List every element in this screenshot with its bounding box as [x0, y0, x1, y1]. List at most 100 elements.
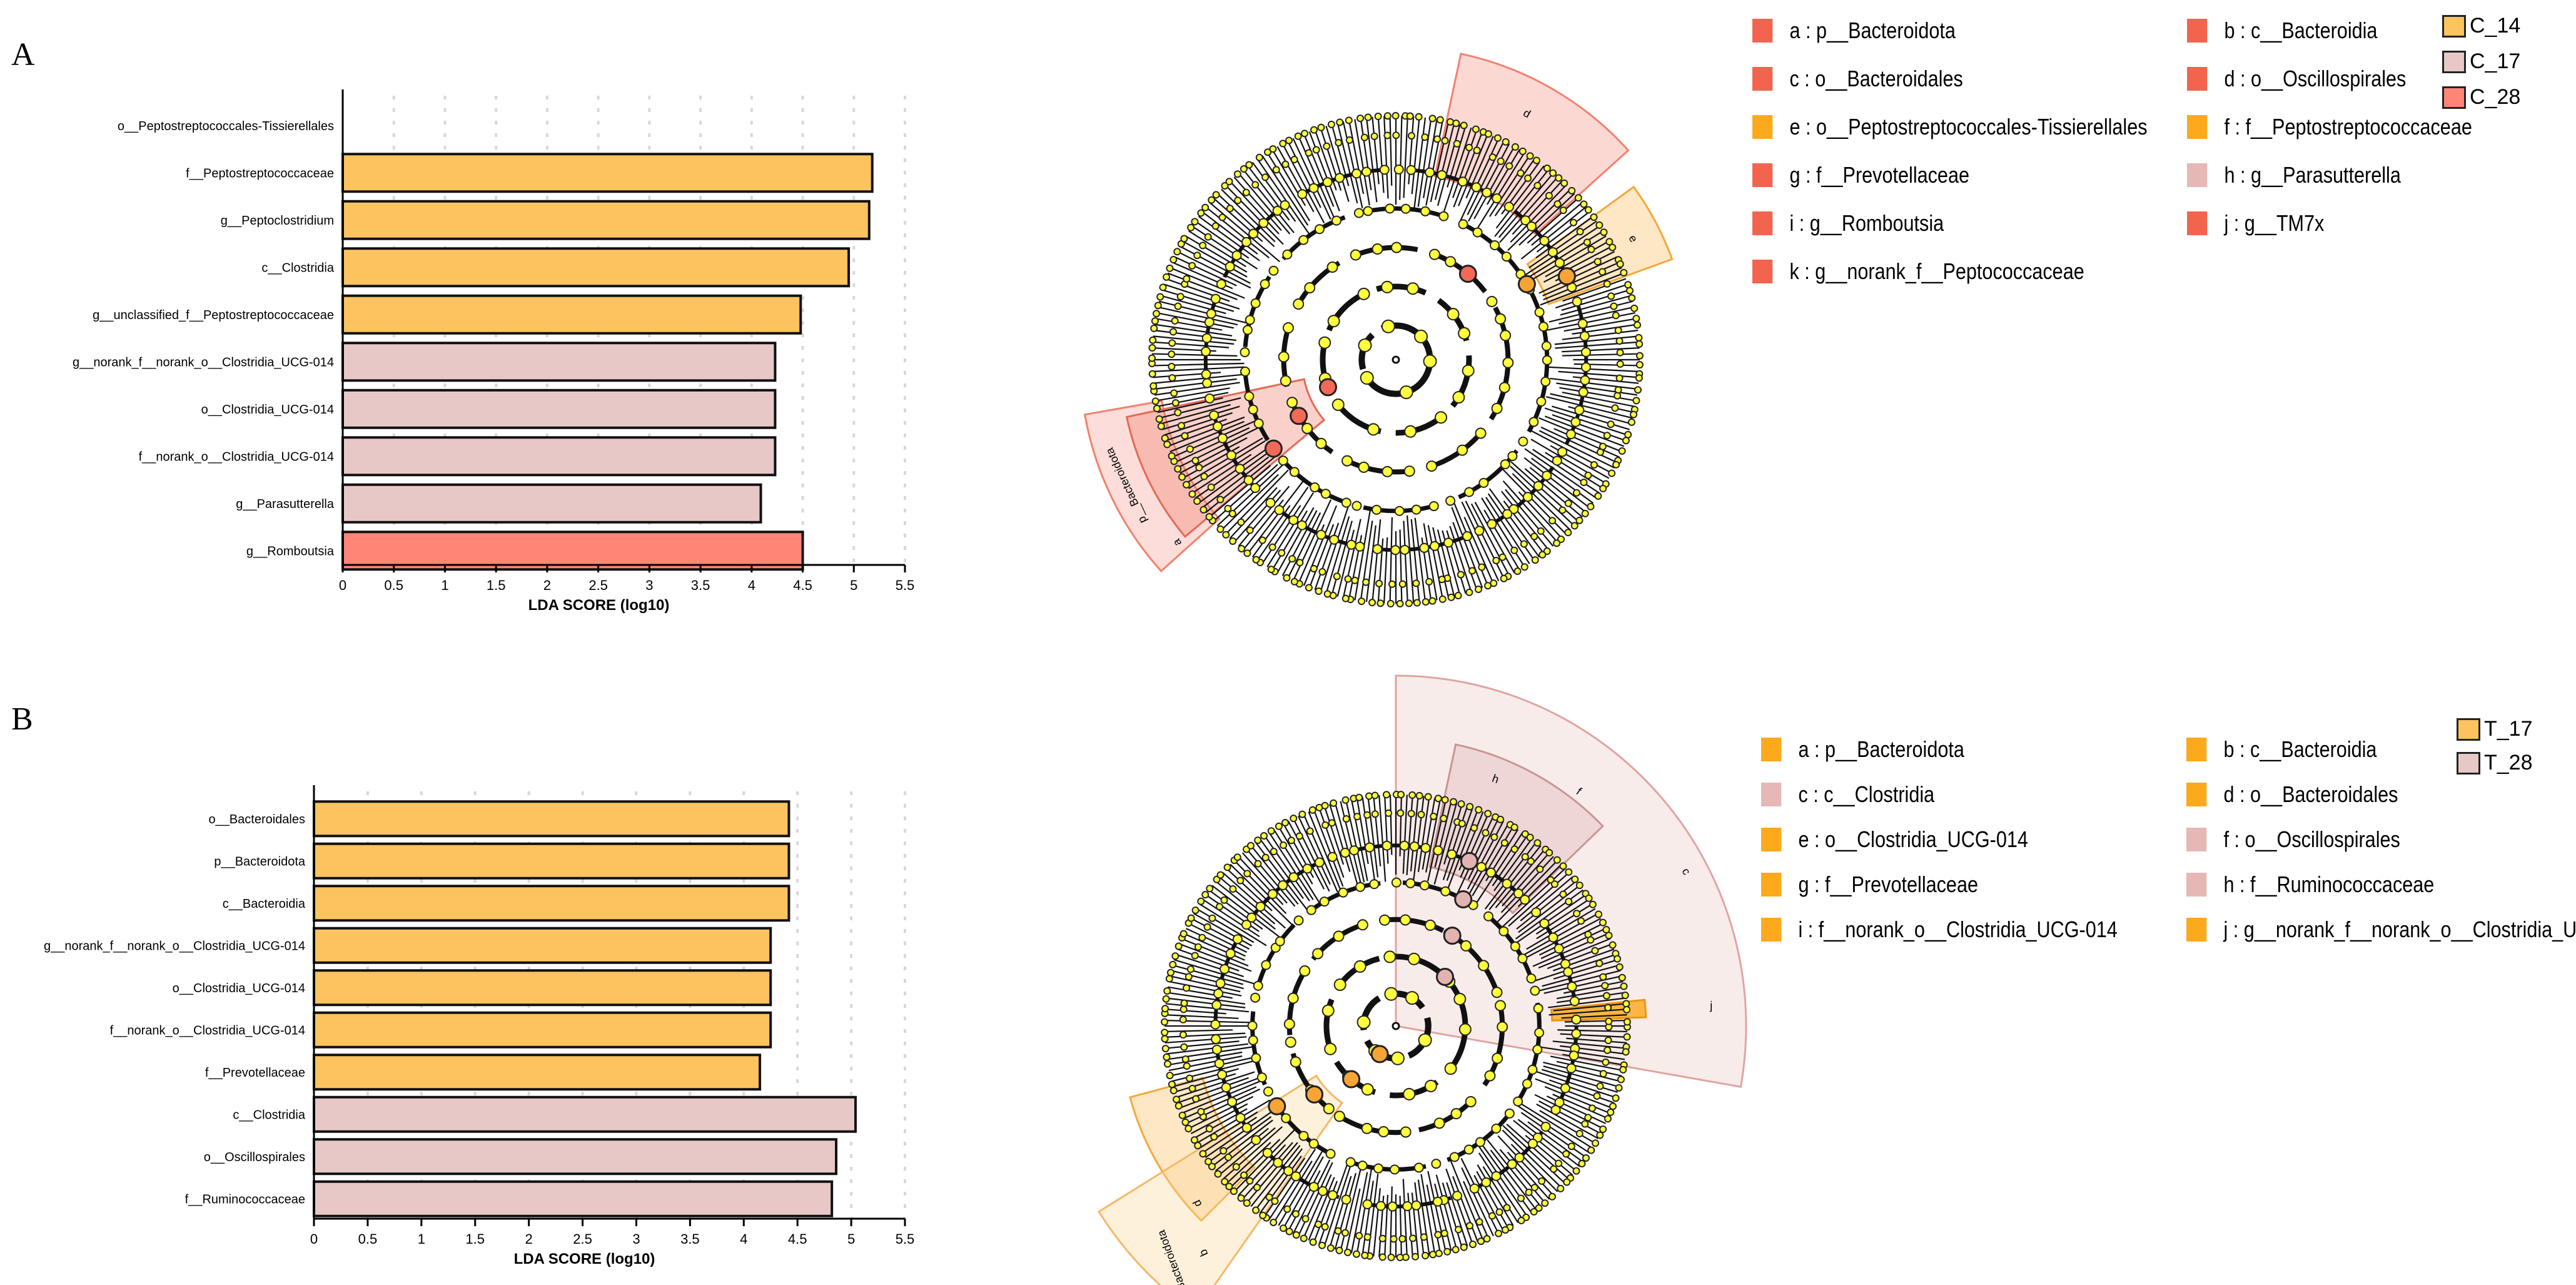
clade-b-node — [1604, 1036, 1612, 1044]
chart-a-category-label: c__Clostridia — [261, 261, 334, 275]
clade-b-node — [1571, 875, 1579, 883]
clade-b-branch — [1536, 1103, 1599, 1139]
clade-b-node — [1223, 863, 1231, 871]
legend-b-legend-text: g : f__Prevotellaceae — [1798, 871, 1978, 897]
clade-b-node — [1593, 1092, 1601, 1100]
clade-a-branch — [1213, 464, 1278, 522]
clade-a-node — [1358, 461, 1370, 473]
clade-b-node — [1283, 1018, 1295, 1030]
clade-a-node — [1155, 415, 1163, 423]
clade-b-node — [1179, 1015, 1187, 1023]
chart-a-category-label: g__Parasutterella — [236, 497, 335, 511]
clade-a-node — [1560, 179, 1568, 187]
chart-b-bar — [313, 969, 772, 1007]
legend-a-legend-text: g : f__Prevotellaceae — [1789, 162, 1969, 188]
clade-b-node — [1290, 1056, 1301, 1068]
clade-a-node — [1620, 268, 1628, 277]
clade-b-node — [1599, 918, 1607, 927]
clade-a-node — [1233, 170, 1241, 178]
legend-a-legend-text: k : g__norank_f__Peptococcaceae — [1789, 258, 2084, 284]
clade-b-branch — [1356, 798, 1369, 865]
clade-a-node — [1426, 460, 1438, 472]
clade-b-branch — [1190, 918, 1250, 950]
clade-a-branch — [1225, 469, 1289, 535]
clade-b-node — [1357, 1161, 1368, 1171]
clade-b-node — [1220, 1147, 1228, 1155]
clade-a-branch — [1201, 211, 1258, 255]
clade-b-node — [1555, 1159, 1563, 1167]
clade-a-node — [1520, 215, 1531, 226]
clade-b-node — [1260, 832, 1268, 840]
clade-b-branch — [1442, 805, 1468, 880]
clade-b-node — [1246, 841, 1255, 850]
clade-a-branch — [1437, 529, 1455, 597]
clade-a-node — [1541, 341, 1552, 352]
clade-a-node — [1559, 206, 1567, 215]
clade-b-highlight-node — [1454, 890, 1473, 908]
clade-a-node — [1547, 247, 1558, 258]
clade-a-node — [1607, 420, 1615, 429]
clade-a-node — [1282, 249, 1293, 260]
clade-a-node — [1394, 505, 1405, 516]
clade-a-node — [1297, 189, 1308, 200]
clade-b-node — [1387, 1201, 1398, 1212]
legend-a-group-item: C_28 — [2442, 85, 2520, 109]
clade-a-node — [1250, 298, 1261, 308]
clade-b-node — [1355, 1232, 1363, 1240]
clade-a-node — [1484, 130, 1492, 138]
clade-b-branch — [1340, 801, 1363, 887]
clade-b-node — [1208, 914, 1216, 922]
chart-a-category-label: g__Romboutsia — [246, 544, 335, 558]
clade-b-node — [1602, 1058, 1610, 1066]
clade-b-branch — [1175, 1071, 1255, 1099]
clade-b-node — [1567, 1142, 1575, 1150]
clade-a-node — [1350, 249, 1361, 261]
clade-b-node — [1298, 810, 1306, 818]
clade-b-node — [1420, 1233, 1428, 1241]
clade-b-branch — [1543, 1061, 1621, 1082]
legend-b-legend-swatch — [1761, 873, 1782, 896]
clade-b-branch — [1298, 815, 1331, 885]
clade-a-branch — [1562, 329, 1639, 340]
chart-a-x-tick-label: 5 — [850, 577, 857, 593]
clade-b-branch — [1241, 852, 1288, 904]
clade-a-node — [1500, 459, 1510, 470]
chart-a-x-tick-label: 4.5 — [793, 577, 812, 593]
legend-b-legend-swatch — [1761, 828, 1782, 851]
clade-b-node — [1415, 791, 1423, 800]
legend-a-legend-swatch — [1752, 67, 1773, 91]
clade-a-branch — [1427, 525, 1444, 599]
clade-a-node — [1201, 346, 1211, 357]
clade-a-node — [1356, 114, 1365, 123]
clade-b-node — [1363, 811, 1371, 819]
legend-a-legend-item: f : f__Peptostreptococcaceae — [2187, 114, 2472, 140]
clade-a-branch — [1266, 492, 1314, 567]
clade-a-node — [1488, 153, 1497, 161]
clade-a-node — [1435, 411, 1448, 424]
clade-a-node — [1310, 482, 1320, 493]
clade-b-node — [1475, 1218, 1483, 1226]
clade-a-branch — [1174, 427, 1250, 464]
clade-a-branch — [1453, 502, 1489, 586]
legend-b-legend-item: e : o__Clostridia_UCG-014 — [1761, 826, 2028, 853]
clade-b-branch — [1303, 1174, 1332, 1239]
clade-b-node — [1293, 915, 1304, 926]
clade-a-node — [1570, 218, 1578, 226]
clade-b-node — [1261, 960, 1271, 970]
clade-a-node — [1289, 467, 1300, 477]
clade-a-branch — [1473, 146, 1515, 220]
clade-a-branch — [1354, 119, 1370, 206]
clade-a-node — [1255, 153, 1263, 161]
clade-b-branch — [1516, 880, 1577, 930]
clade-a-branch — [1399, 116, 1403, 200]
clade-a-node — [1282, 322, 1294, 334]
legend-b-legend-item: f : o__Oscillospirales — [2186, 826, 2400, 853]
clade-a-node — [1331, 215, 1341, 226]
clade-a-node — [1191, 457, 1200, 465]
clade-a-branch — [1229, 180, 1280, 235]
clade-b-node — [1323, 1103, 1335, 1115]
clade-a-node — [1272, 205, 1283, 216]
clade-b-branch — [1255, 841, 1310, 913]
clade-a-node — [1407, 282, 1420, 295]
